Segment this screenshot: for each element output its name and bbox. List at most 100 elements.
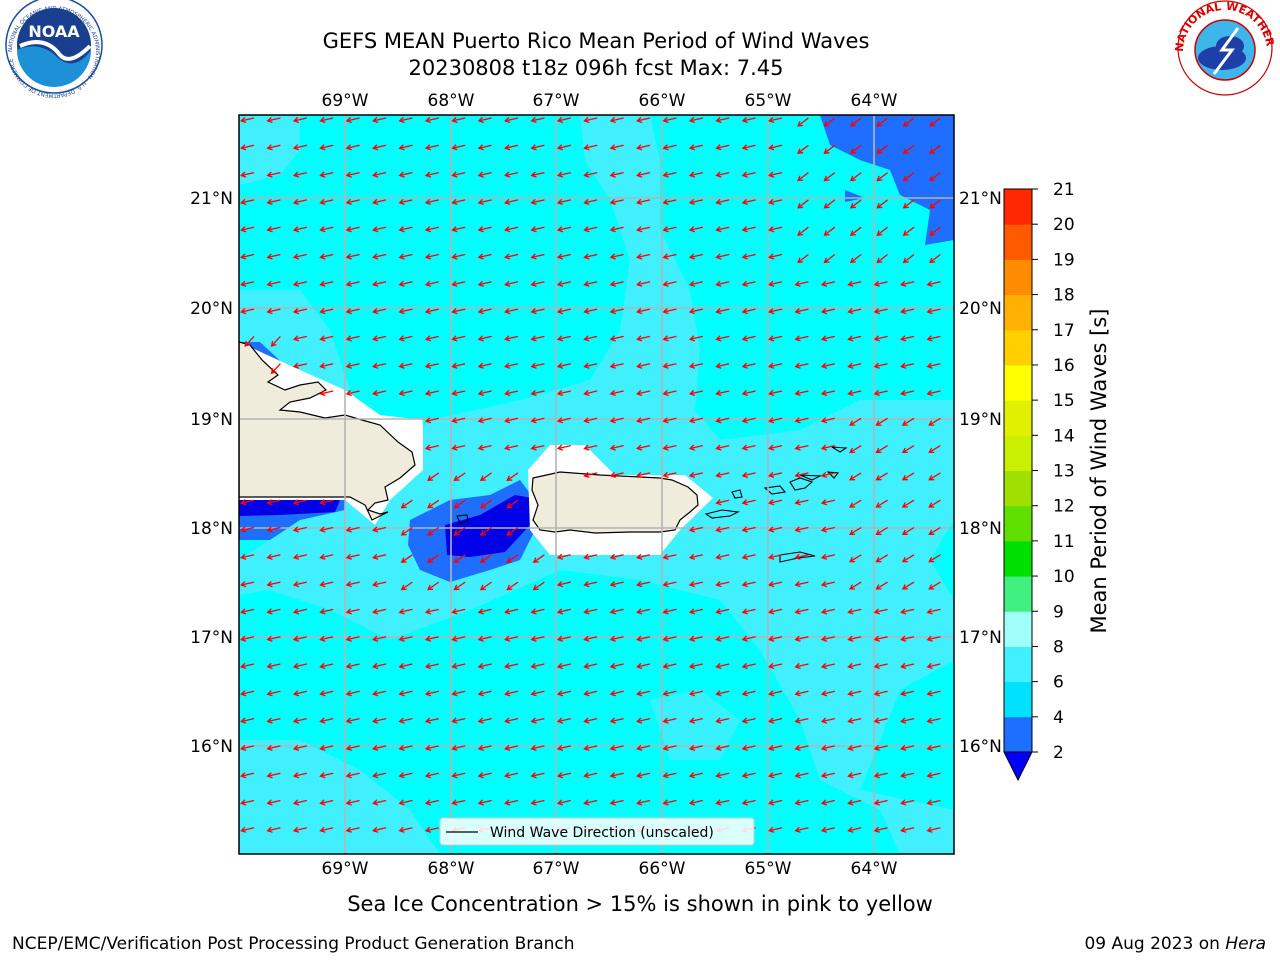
wind-wave-arrow xyxy=(504,690,519,697)
wind-wave-arrow xyxy=(266,499,281,506)
wind-wave-arrow xyxy=(609,553,624,560)
wind-wave-arrow xyxy=(427,472,440,482)
wind-wave-arrow xyxy=(398,799,413,806)
wind-wave-arrow xyxy=(398,253,413,260)
wind-wave-arrow xyxy=(876,199,888,209)
wind-wave-arrow xyxy=(847,826,862,833)
wind-wave-arrow xyxy=(609,308,624,315)
wind-wave-arrow xyxy=(715,253,730,260)
wind-wave-arrow xyxy=(768,662,783,670)
wind-wave-arrow xyxy=(929,199,941,209)
wind-wave-arrow xyxy=(847,662,862,670)
wind-wave-arrow xyxy=(823,253,836,264)
wind-wave-arrow xyxy=(609,772,624,779)
wind-wave-arrow xyxy=(451,308,466,315)
colorbar-segment xyxy=(1004,540,1032,577)
wind-wave-arrow xyxy=(504,662,519,670)
wind-wave-arrow xyxy=(345,635,360,642)
wind-wave-arrow xyxy=(715,526,730,533)
wind-wave-arrow xyxy=(583,226,598,233)
wind-wave-arrow xyxy=(372,608,387,615)
wind-wave-arrow xyxy=(609,116,624,124)
wind-wave-arrow xyxy=(532,581,545,591)
wind-wave-arrow xyxy=(849,117,862,127)
wind-wave-arrow xyxy=(424,444,439,451)
wind-wave-arrow xyxy=(266,198,281,206)
wind-wave-arrow xyxy=(847,280,862,287)
wind-wave-arrow xyxy=(372,335,387,342)
wind-wave-arrow xyxy=(504,417,519,424)
wind-wave-arrow xyxy=(240,799,255,806)
wind-wave-arrow xyxy=(530,171,545,178)
wind-wave-arrow xyxy=(662,198,677,206)
wind-wave-arrow xyxy=(820,662,835,670)
wind-wave-arrow xyxy=(926,280,941,287)
lon-ticks-bottom: 69°W 68°W 67°W 66°W 65°W 64°W xyxy=(322,859,898,879)
noaa-logo-text: NOAA xyxy=(28,22,80,41)
wind-wave-arrow xyxy=(424,335,439,342)
wind-wave-arrow xyxy=(530,253,545,260)
wind-wave-arrow xyxy=(319,226,334,233)
wind-wave-arrow xyxy=(345,389,360,397)
wind-wave-arrow xyxy=(345,362,360,369)
wind-wave-arrow xyxy=(292,144,307,151)
wind-wave-arrow xyxy=(662,608,677,615)
wind-wave-arrow xyxy=(530,772,545,779)
wind-wave-arrow xyxy=(875,499,888,508)
wind-wave-arrow xyxy=(902,144,915,154)
wind-wave-arrow xyxy=(794,389,809,397)
colorbar-segment xyxy=(1004,646,1032,683)
wind-wave-arrow xyxy=(319,144,334,151)
wind-wave-arrow xyxy=(372,171,387,178)
wind-wave-arrow xyxy=(768,553,783,560)
wind-wave-arrow xyxy=(451,335,466,342)
wind-wave-arrow xyxy=(820,581,835,588)
wind-wave-arrow xyxy=(556,144,571,151)
wind-wave-arrow xyxy=(424,308,439,315)
wind-wave-arrow xyxy=(875,554,888,563)
wind-wave-arrow xyxy=(768,717,783,724)
wind-wave-arrow xyxy=(741,526,756,533)
wind-wave-arrow xyxy=(688,198,703,206)
wind-wave-arrow xyxy=(741,198,756,206)
wind-wave-arrow xyxy=(662,417,677,424)
wind-wave-arrow xyxy=(823,117,836,127)
wind-wave-arrow xyxy=(400,581,413,591)
wind-wave-arrow xyxy=(900,744,915,752)
wind-wave-arrow xyxy=(636,171,651,178)
wind-wave-arrow xyxy=(345,308,360,315)
wind-wave-arrow xyxy=(662,553,677,560)
wind-wave-arrow xyxy=(504,362,519,369)
lat-tick-label: 16°N xyxy=(190,737,233,757)
wind-wave-arrow xyxy=(929,172,941,182)
wind-wave-arrow xyxy=(875,417,888,426)
wind-wave-arrow xyxy=(424,690,439,697)
wind-wave-arrow xyxy=(662,116,677,124)
wind-wave-arrow xyxy=(240,581,255,588)
wind-wave-arrow xyxy=(794,280,809,287)
wind-wave-arrow xyxy=(688,744,703,752)
lon-tick-label: 65°W xyxy=(745,91,792,111)
wind-wave-arrow xyxy=(662,171,677,178)
wind-wave-arrow xyxy=(794,335,809,342)
wind-wave-arrow xyxy=(636,608,651,615)
wind-wave-arrow xyxy=(504,253,519,260)
wind-wave-arrow xyxy=(270,363,281,375)
wind-wave-arrow xyxy=(240,717,255,724)
wind-wave-arrow xyxy=(266,526,281,533)
wind-wave-arrow xyxy=(873,308,888,315)
wind-wave-arrow xyxy=(636,308,651,315)
wind-wave-arrow xyxy=(662,744,677,752)
wind-wave-arrow xyxy=(688,335,703,342)
wind-wave-arrow xyxy=(451,772,466,779)
wind-wave-arrow xyxy=(292,226,307,233)
wind-wave-arrow xyxy=(372,362,387,369)
colorbar-segment xyxy=(1004,329,1032,366)
wind-wave-arrow xyxy=(768,826,783,833)
wind-wave-arrow xyxy=(477,171,492,178)
wind-wave-arrow xyxy=(372,690,387,697)
wind-wave-arrow xyxy=(398,308,413,315)
wind-wave-arrow xyxy=(372,253,387,260)
wind-wave-arrow xyxy=(266,253,281,260)
wind-wave-arrow xyxy=(901,526,915,535)
